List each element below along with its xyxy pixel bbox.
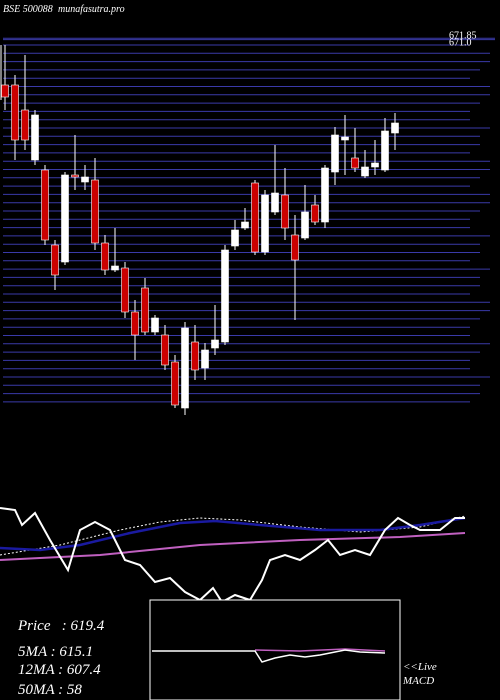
ma-purple — [0, 532, 466, 561]
chart-title: BSE 500088 — [3, 4, 53, 15]
candle-body — [331, 134, 339, 173]
candle-body — [191, 341, 199, 371]
candle-body — [51, 244, 59, 276]
price-line — [0, 507, 465, 604]
candle-body — [341, 136, 349, 141]
candle-body — [1, 84, 9, 98]
candle-body — [391, 122, 399, 134]
candle-body — [231, 229, 239, 247]
candle-body — [311, 204, 319, 223]
candle-body — [101, 242, 109, 271]
legend-50ma: 50MA : 58 — [18, 682, 82, 698]
candle-body — [31, 114, 39, 161]
candle-body — [301, 211, 309, 239]
candle-body — [71, 174, 79, 178]
candle-body — [161, 334, 169, 366]
macd-label: MACD — [402, 675, 434, 687]
legend-5ma: 5MA : 615.1 — [18, 644, 93, 660]
live-label: <<Live — [403, 661, 437, 673]
candle-body — [361, 166, 369, 177]
y-tick-label: 671.85 — [449, 30, 477, 41]
candle-body — [241, 221, 249, 229]
candle-body — [21, 109, 29, 141]
legend-price: Price : 619.4 — [17, 618, 105, 634]
chart-subtitle: munafasutra.pro — [58, 4, 125, 15]
candle-body — [131, 311, 139, 336]
candle-body — [271, 192, 279, 213]
candle-body — [321, 167, 329, 223]
macd-signal — [254, 648, 386, 652]
candle-body — [261, 194, 269, 253]
candle-body — [91, 179, 99, 244]
candle-body — [81, 176, 89, 183]
y-tick-label: 671.0 — [449, 38, 472, 49]
candle-body — [281, 194, 289, 229]
candle-body — [111, 265, 119, 271]
candle-body — [351, 157, 359, 169]
candle-body — [371, 162, 379, 168]
candle-body — [201, 349, 209, 369]
candle-body — [41, 169, 49, 241]
grid — [3, 44, 490, 403]
candle-body — [171, 361, 179, 406]
macd-line — [152, 649, 386, 663]
candle-body — [291, 234, 299, 261]
candle-body — [381, 130, 389, 171]
candle-body — [181, 327, 189, 409]
candle-body — [121, 267, 129, 313]
legend-12ma: 12MA : 607.4 — [18, 662, 101, 678]
ma-blue — [0, 516, 466, 552]
candle-body — [11, 84, 19, 141]
candle-body — [251, 182, 259, 253]
candle-body — [141, 287, 149, 333]
candle-body — [151, 317, 159, 333]
candle-body — [221, 249, 229, 343]
candle-body — [211, 339, 219, 349]
candle-body — [61, 174, 69, 263]
